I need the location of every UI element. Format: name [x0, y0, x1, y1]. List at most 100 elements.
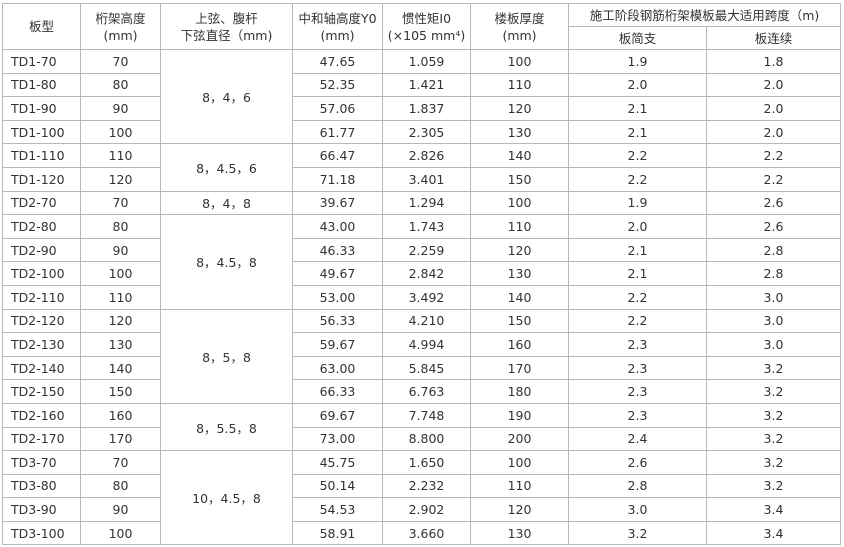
- table-row: TD2-170 170 73.00 8.800 200 2.4 3.2: [2, 426, 841, 452]
- table-row: TD2-100 100 49.67 2.842 130 2.1 2.8: [2, 261, 841, 286]
- cell-diameter: 10，4.5，8: [160, 450, 293, 546]
- cell-inertia: 2.259: [382, 237, 471, 263]
- cell-y0: 73.00: [292, 426, 383, 452]
- cell-span-continuous: 2.8: [706, 261, 841, 286]
- cell-slab: 100: [470, 450, 569, 475]
- cell-span-simple: 2.2: [568, 308, 707, 334]
- cell-y0: 61.77: [292, 119, 383, 145]
- header-span: 施工阶段钢筋桁架模板最大适用跨度（m): [568, 3, 841, 27]
- cell-type: TD2-80: [2, 214, 81, 239]
- cell-inertia: 4.994: [382, 332, 471, 357]
- table-row: TD2-160 160 8，5.5，8 69.67 7.748 190 2.3 3.2: [2, 402, 841, 452]
- cell-span-simple: 2.2: [568, 143, 707, 168]
- cell-height: 160: [80, 402, 161, 428]
- cell-inertia: 2.232: [382, 473, 471, 499]
- cell-type: TD3-70: [2, 450, 81, 475]
- cell-span-simple: 2.3: [568, 332, 707, 357]
- cell-inertia: 1.743: [382, 214, 471, 239]
- cell-span-continuous: 3.2: [706, 426, 841, 452]
- cell-inertia: 7.748: [382, 402, 471, 428]
- table-row: TD1-100 100 61.77 2.305 130 2.1 2.0: [2, 119, 841, 145]
- cell-type: TD2-160: [2, 402, 81, 428]
- cell-type: TD1-80: [2, 72, 81, 98]
- cell-span-continuous: 3.0: [706, 332, 841, 357]
- cell-type: TD2-90: [2, 237, 81, 263]
- cell-y0: 52.35: [292, 72, 383, 98]
- cell-y0: 66.47: [292, 143, 383, 168]
- cell-height: 140: [80, 355, 161, 381]
- cell-type: TD2-140: [2, 355, 81, 381]
- cell-span-continuous: 3.2: [706, 379, 841, 404]
- cell-inertia: 4.210: [382, 308, 471, 334]
- cell-inertia: 1.421: [382, 72, 471, 98]
- cell-span-simple: 2.0: [568, 214, 707, 239]
- cell-y0: 56.33: [292, 308, 383, 334]
- cell-height: 100: [80, 119, 161, 145]
- cell-slab: 120: [470, 96, 569, 121]
- cell-span-continuous: 1.8: [706, 49, 841, 74]
- table-row: TD3-80 80 50.14 2.232 110 2.8 3.2: [2, 473, 841, 499]
- cell-height: 70: [80, 190, 161, 216]
- cell-diameter: 8，4，8: [160, 190, 293, 216]
- cell-slab: 130: [470, 119, 569, 145]
- table-row: TD1-120 120 71.18 3.401 150 2.2 2.2: [2, 166, 841, 192]
- cell-span-continuous: 3.2: [706, 355, 841, 381]
- cell-y0: 63.00: [292, 355, 383, 381]
- cell-y0: 49.67: [292, 261, 383, 286]
- cell-span-simple: 2.8: [568, 473, 707, 499]
- table-row: TD1-90 90 57.06 1.837 120 2.1 2.0: [2, 96, 841, 121]
- cell-y0: 47.65: [292, 49, 383, 74]
- cell-type: TD2-100: [2, 261, 81, 286]
- cell-height: 80: [80, 214, 161, 239]
- cell-height: 170: [80, 426, 161, 452]
- cell-span-simple: 1.9: [568, 49, 707, 74]
- cell-span-continuous: 2.8: [706, 237, 841, 263]
- cell-inertia: 3.660: [382, 520, 471, 546]
- cell-height: 130: [80, 332, 161, 357]
- cell-slab: 160: [470, 332, 569, 357]
- cell-slab: 110: [470, 473, 569, 499]
- cell-slab: 200: [470, 426, 569, 452]
- cell-slab: 170: [470, 355, 569, 381]
- cell-y0: 58.91: [292, 520, 383, 546]
- cell-height: 100: [80, 261, 161, 286]
- table-row: TD1-110 110 8，4.5，6 66.47 2.826 140 2.2 2.2: [2, 143, 841, 192]
- cell-height: 90: [80, 96, 161, 121]
- cell-slab: 130: [470, 520, 569, 546]
- table-row: TD2-140 140 63.00 5.845 170 2.3 3.2: [2, 355, 841, 381]
- cell-span-simple: 2.1: [568, 96, 707, 121]
- cell-span-continuous: 2.0: [706, 119, 841, 145]
- cell-y0: 59.67: [292, 332, 383, 357]
- cell-slab: 190: [470, 402, 569, 428]
- cell-span-continuous: 3.2: [706, 473, 841, 499]
- cell-y0: 71.18: [292, 166, 383, 192]
- cell-y0: 45.75: [292, 450, 383, 475]
- table-row: TD3-70 70 10，4.5，8 45.75 1.650 100 2.6 3.2: [2, 450, 841, 546]
- cell-y0: 50.14: [292, 473, 383, 499]
- cell-span-simple: 2.3: [568, 355, 707, 381]
- cell-type: TD3-100: [2, 520, 81, 546]
- table-row: TD2-110 110 53.00 3.492 140 2.2 3.0: [2, 284, 841, 310]
- cell-type: TD1-120: [2, 166, 81, 192]
- cell-span-simple: 2.2: [568, 166, 707, 192]
- cell-height: 100: [80, 520, 161, 546]
- cell-inertia: 1.059: [382, 49, 471, 74]
- table-row: TD2-120 120 8，5，8 56.33 4.210 150 2.2 3.0: [2, 308, 841, 404]
- cell-height: 90: [80, 497, 161, 522]
- cell-type: TD1-90: [2, 96, 81, 121]
- cell-span-continuous: 2.2: [706, 166, 841, 192]
- cell-span-continuous: 2.6: [706, 190, 841, 216]
- cell-y0: 46.33: [292, 237, 383, 263]
- table-row: TD3-90 90 54.53 2.902 120 3.0 3.4: [2, 497, 841, 522]
- cell-type: TD3-80: [2, 473, 81, 499]
- cell-type: TD1-70: [2, 49, 81, 74]
- cell-type: TD2-110: [2, 284, 81, 310]
- cell-span-continuous: 2.6: [706, 214, 841, 239]
- cell-height: 110: [80, 284, 161, 310]
- cell-span-simple: 1.9: [568, 190, 707, 216]
- cell-slab: 150: [470, 308, 569, 334]
- header-inertia: 惯性矩I0 (×105 mm⁴): [382, 3, 471, 50]
- cell-y0: 43.00: [292, 214, 383, 239]
- cell-span-continuous: 3.0: [706, 308, 841, 334]
- cell-inertia: 2.842: [382, 261, 471, 286]
